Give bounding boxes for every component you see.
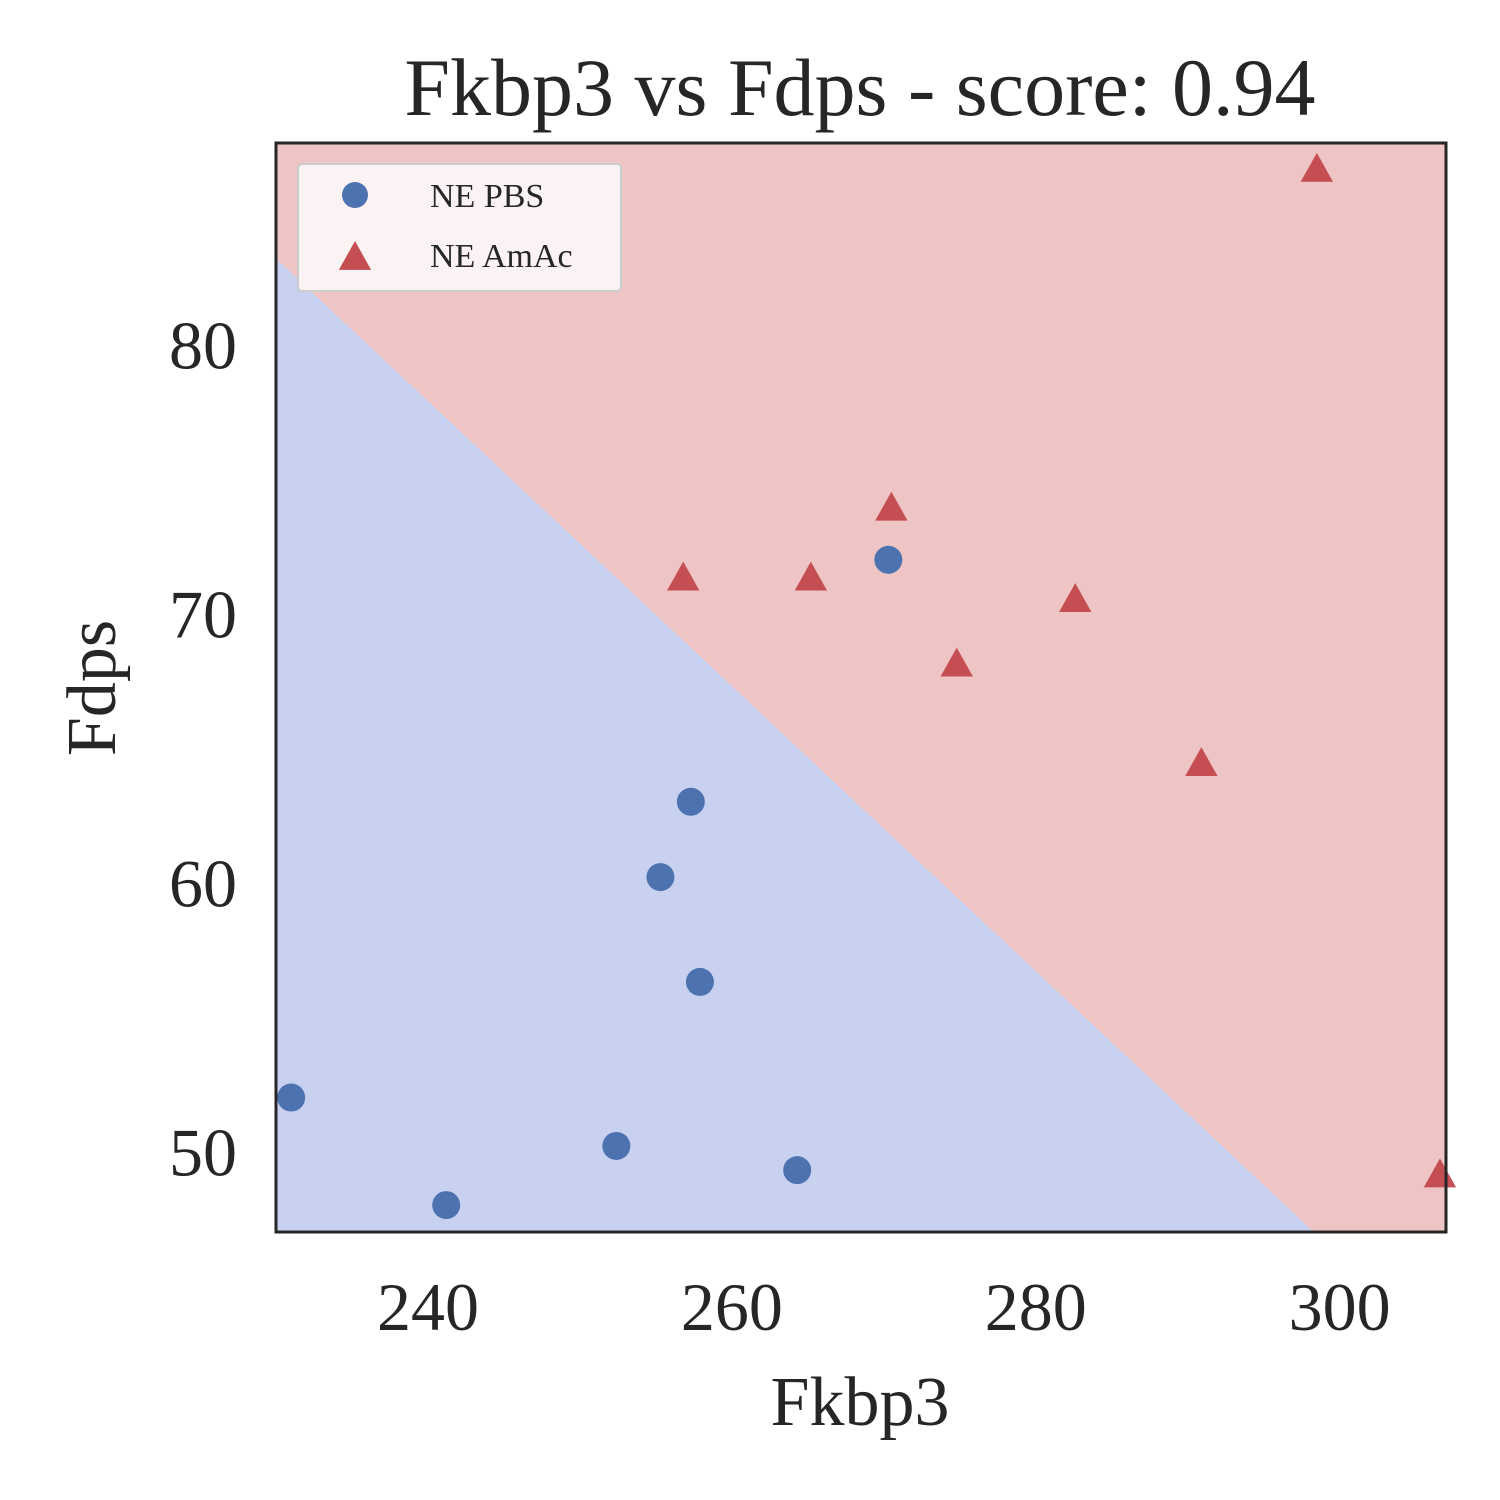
y-tick-label-80: 80	[169, 308, 237, 384]
legend-marker-ne-pbs	[342, 182, 368, 208]
y-tick-label-50: 50	[169, 1114, 237, 1190]
legend-box	[297, 163, 622, 292]
x-tick-label-240: 240	[377, 1269, 479, 1345]
point-ne-pbs-6	[685, 967, 714, 996]
decision-region-ne-amac	[276, 143, 1446, 1232]
legend-marker-ne-amac	[338, 241, 372, 270]
y-axis-label: Fdps	[54, 620, 131, 756]
point-ne-amac-8	[1423, 1158, 1457, 1188]
point-ne-pbs-4	[646, 863, 675, 892]
point-ne-pbs-7	[783, 1156, 812, 1185]
decision-regions	[276, 143, 1446, 1232]
x-tick-label-260: 260	[681, 1269, 783, 1345]
point-ne-amac-7	[1300, 152, 1333, 182]
point-ne-amac-1	[667, 561, 700, 591]
point-ne-amac-5	[1059, 583, 1092, 613]
data-points	[277, 152, 1457, 1220]
point-ne-pbs-5	[676, 787, 705, 816]
chart-title: Fkbp3 vs Fdps - score: 0.94	[404, 42, 1315, 133]
x-tick-label-300: 300	[1289, 1269, 1391, 1345]
decision-region-ne-pbs	[276, 258, 1314, 1232]
y-tick-label-70: 70	[169, 577, 237, 653]
y-tick-label-60: 60	[169, 845, 237, 921]
x-axis-ticks: 240 260 280 300	[377, 1269, 1391, 1345]
plot-frame	[274, 141, 1448, 1234]
point-ne-amac-3	[875, 491, 908, 521]
x-tick-label-280: 280	[985, 1269, 1087, 1345]
legend-label-ne-amac: NE AmAc	[430, 238, 573, 275]
x-axis-label: Fkbp3	[771, 1364, 950, 1441]
point-ne-pbs-3	[602, 1131, 631, 1160]
point-ne-amac-2	[794, 561, 828, 591]
legend: NE PBS NE AmAc	[297, 163, 622, 292]
legend-label-ne-pbs: NE PBS	[430, 178, 544, 215]
point-ne-pbs-2	[432, 1191, 461, 1220]
y-axis-ticks: 50 60 70 80	[169, 308, 237, 1191]
point-ne-amac-6	[1185, 747, 1218, 777]
point-ne-amac-4	[940, 647, 973, 677]
point-ne-pbs-1	[277, 1083, 306, 1112]
point-ne-pbs-8	[874, 545, 903, 574]
